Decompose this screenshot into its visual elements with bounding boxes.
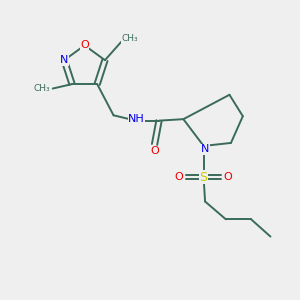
Text: O: O	[175, 172, 184, 182]
Text: CH₃: CH₃	[33, 84, 50, 93]
Text: CH₃: CH₃	[121, 34, 138, 43]
Text: NH: NH	[128, 115, 145, 124]
Text: N: N	[201, 145, 209, 154]
Text: S: S	[200, 171, 208, 184]
Text: O: O	[150, 146, 159, 156]
Text: O: O	[224, 172, 232, 182]
Text: N: N	[60, 55, 68, 65]
Text: O: O	[80, 40, 89, 50]
